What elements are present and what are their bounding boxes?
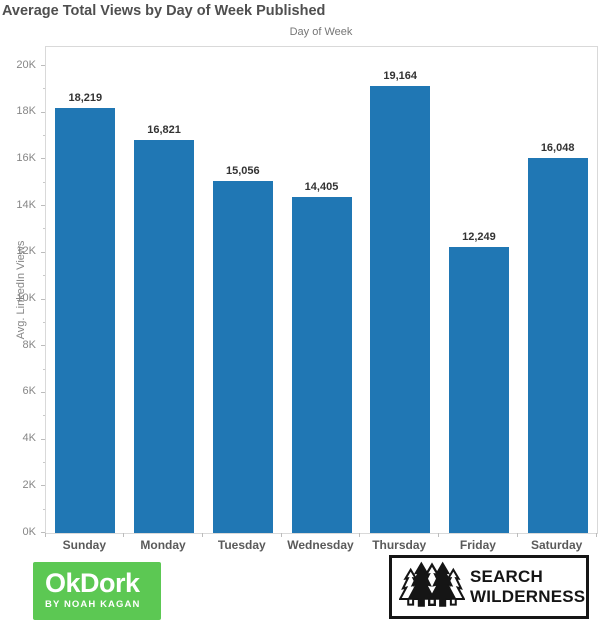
y-minor-tick-mark bbox=[43, 275, 45, 277]
y-tick-mark bbox=[41, 65, 45, 67]
y-tick-label: 8K bbox=[22, 338, 36, 351]
y-tick-label: 10K bbox=[16, 292, 36, 304]
bar[interactable]: 14,405 bbox=[291, 181, 352, 533]
pine-trees-icon bbox=[399, 562, 465, 607]
y-tick-mark bbox=[41, 158, 45, 160]
y-tick-label: 2K bbox=[22, 478, 36, 491]
y-tick-label: 12K bbox=[16, 245, 36, 258]
x-tick-label: Tuesday bbox=[217, 538, 266, 552]
x-tick-mark bbox=[201, 533, 203, 537]
y-tick-label: 16K bbox=[16, 151, 36, 164]
y-tick-mark bbox=[41, 438, 45, 440]
bar-value-label: 18,219 bbox=[68, 91, 103, 104]
bar-value-label: 15,056 bbox=[225, 165, 260, 178]
y-tick-mark bbox=[41, 391, 45, 393]
x-tick-mark bbox=[438, 533, 440, 537]
x-tick-mark bbox=[123, 533, 125, 537]
x-tick-label: Friday bbox=[459, 538, 496, 552]
y-tick-mark bbox=[41, 532, 45, 533]
search-wilderness-line2: WILDERNESS bbox=[470, 587, 586, 606]
chart-title: Average Total Views by Day of Week Publi… bbox=[2, 3, 326, 19]
bar-value-label: 16,821 bbox=[147, 124, 181, 137]
bar[interactable]: 16,048 bbox=[527, 142, 588, 533]
x-tick-label: Thursday bbox=[372, 538, 427, 552]
x-axis-title: Day of Week bbox=[289, 26, 353, 38]
y-tick-label: 20K bbox=[16, 58, 36, 71]
y-tick-mark bbox=[41, 345, 45, 347]
x-tick-mark bbox=[516, 533, 518, 537]
plot-area: 18,219 16,821 15,056 14,405 19,164 12,249 16,0… bbox=[45, 46, 598, 534]
y-tick-label: 0K bbox=[22, 525, 36, 538]
y-tick-mark bbox=[41, 111, 45, 113]
search-wilderness-line1: SEARCH bbox=[470, 567, 543, 587]
search-wilderness-logo[interactable]: SEARCH WILDERNESS bbox=[389, 555, 589, 619]
search-wilderness-text: SEARCH WILDERNESS bbox=[470, 567, 585, 606]
x-tick-label: Monday bbox=[140, 538, 186, 552]
y-tick-mark bbox=[41, 205, 45, 207]
y-tick-label: 4K bbox=[22, 432, 36, 445]
x-tick-label: Wednesday bbox=[287, 538, 354, 552]
y-minor-tick-mark bbox=[43, 321, 45, 323]
y-tick-mark bbox=[41, 485, 45, 487]
bar-value-label: 12,249 bbox=[462, 231, 496, 244]
bar[interactable]: 15,056 bbox=[212, 165, 273, 533]
bar[interactable]: 18,219 bbox=[55, 92, 116, 533]
okdork-logo[interactable]: OkDork BY NOAH KAGAN bbox=[33, 562, 161, 620]
y-axis-ticks: 0K 2K 4K 6K 8K 10K 12K 14K 16K 18K 20K bbox=[0, 46, 45, 538]
bar-value-label: 14,405 bbox=[304, 180, 339, 193]
x-tick-mark bbox=[44, 533, 46, 537]
bar[interactable]: 19,164 bbox=[370, 70, 431, 533]
y-minor-tick-mark bbox=[43, 88, 45, 90]
x-tick-label: Sunday bbox=[62, 538, 107, 552]
y-minor-tick-mark bbox=[43, 135, 45, 137]
y-tick-label: 14K bbox=[16, 198, 36, 211]
x-tick-mark bbox=[280, 533, 282, 537]
bar[interactable]: 16,821 bbox=[134, 124, 195, 533]
x-tick-mark bbox=[359, 533, 361, 537]
y-tick-label: 6K bbox=[22, 385, 36, 398]
y-minor-tick-mark bbox=[43, 415, 45, 417]
bar-value-label: 16,048 bbox=[540, 142, 575, 155]
okdork-logo-subtext: BY NOAH KAGAN bbox=[45, 599, 141, 610]
x-tick-label: Saturday bbox=[530, 538, 583, 552]
bar[interactable]: 12,249 bbox=[448, 231, 509, 533]
y-tick-label: 18K bbox=[16, 105, 36, 118]
y-tick-mark bbox=[41, 251, 45, 253]
bar-value-label: 19,164 bbox=[383, 69, 418, 82]
x-tick-mark bbox=[595, 533, 597, 537]
y-minor-tick-mark bbox=[43, 228, 45, 230]
x-axis-labels: Sunday Monday Tuesday Wednesday Thursday Frid… bbox=[44, 533, 597, 554]
y-minor-tick-mark bbox=[43, 508, 45, 510]
y-tick-mark bbox=[41, 298, 45, 300]
y-minor-tick-mark bbox=[43, 461, 45, 463]
y-minor-tick-mark bbox=[43, 368, 45, 370]
okdork-logo-text: OkDork bbox=[45, 568, 140, 598]
y-minor-tick-mark bbox=[43, 181, 45, 183]
